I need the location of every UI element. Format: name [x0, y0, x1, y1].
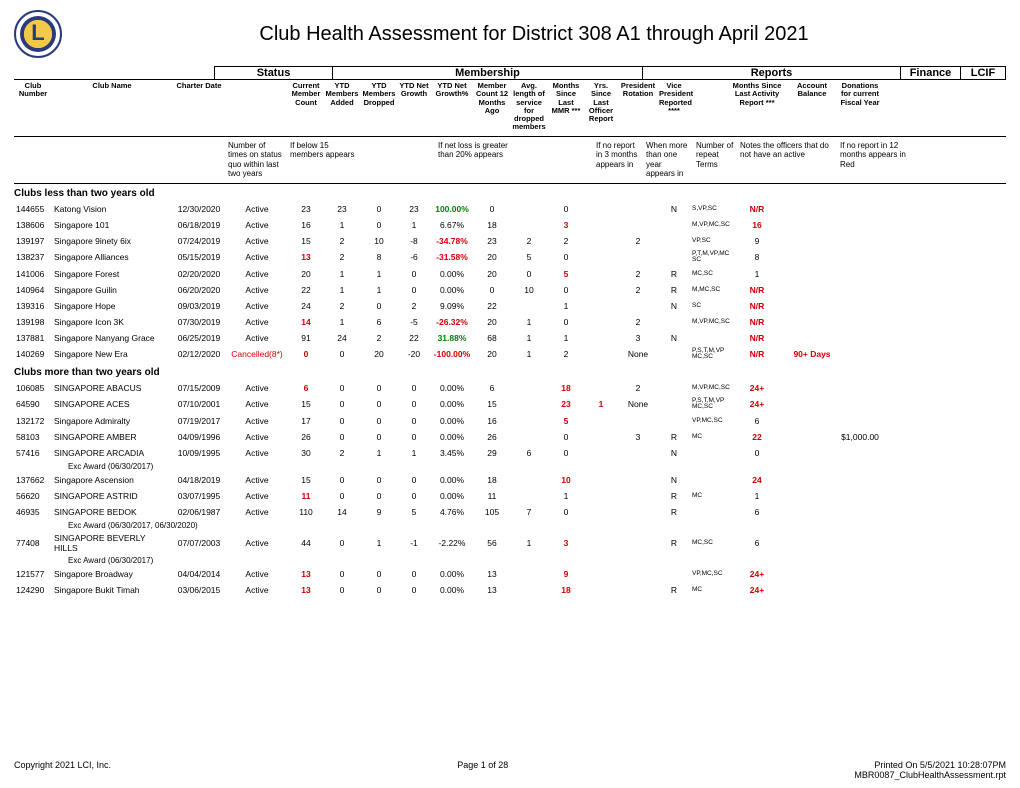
table-row: 139316Singapore Hope09/03/2019Active2420…: [14, 298, 1006, 314]
table-row: 137881Singapore Nanyang Grace06/25/2019A…: [14, 330, 1006, 346]
table-row: 138237Singapore Alliances05/15/2019Activ…: [14, 249, 1006, 266]
footer-printed: Printed On 5/5/2021 10:28:07PM: [854, 760, 1006, 770]
footer-rpt: MBR0087_ClubHealthAssessment.rpt: [854, 770, 1006, 780]
col-dropped: YTD Members Dropped: [360, 82, 398, 132]
table-row: 132172Singapore Admiralty07/19/2017Activ…: [14, 413, 1006, 429]
table-row: 141006Singapore Forest02/20/2020Active20…: [14, 266, 1006, 282]
col-clubnum: Club Number: [14, 82, 52, 132]
section-1-title: Clubs less than two years old: [14, 188, 1006, 199]
note-act: If no report in 12 months appears in Red: [838, 141, 908, 179]
section-2-rows: 106085SINGAPORE ABACUS07/15/2009Active60…: [14, 380, 1006, 598]
col-actrep: Months Since Last Activity Report ***: [726, 82, 788, 132]
exc-award: Exc Award (06/30/2017): [14, 462, 1006, 471]
report-page: Club Health Assessment for District 308 …: [0, 0, 1020, 788]
table-row: 139197Singapore 9inety 6ix07/24/2019Acti…: [14, 233, 1006, 249]
header: Club Health Assessment for District 308 …: [14, 10, 1006, 58]
table-row: 138606Singapore 10106/18/2019Active16101…: [14, 217, 1006, 233]
col-netg: YTD Net Growth: [398, 82, 430, 132]
report-title: Club Health Assessment for District 308 …: [62, 23, 1006, 46]
exc-award: Exc Award (06/30/2017, 06/30/2020): [14, 521, 1006, 530]
group-header-row: Status Membership Reports Finance LCIF: [14, 66, 1006, 80]
table-row: 140269Singapore New Era02/12/2020Cancell…: [14, 346, 1006, 363]
footer-right: Printed On 5/5/2021 10:28:07PM MBR0087_C…: [854, 760, 1006, 780]
col-vprep: Vice President Reported ****: [658, 82, 690, 132]
table-row: 121577Singapore Broadway04/04/2014Active…: [14, 566, 1006, 582]
col-blank1: [690, 82, 726, 132]
group-reports: Reports: [642, 66, 900, 80]
group-blank: [14, 66, 214, 80]
group-status: Status: [214, 66, 332, 80]
section-2-title: Clubs more than two years old: [14, 367, 1006, 378]
col-mmr: Months Since Last MMR ***: [548, 82, 584, 132]
note-mmr: If no report in 3 months appears in: [594, 141, 644, 179]
note-netloss: If net loss is greater than 20% appears: [436, 141, 516, 179]
table-row: 57416SINGAPORE ARCADIA10/09/1995Active30…: [14, 445, 1006, 461]
col-acct: Account Balance: [788, 82, 836, 132]
table-row: 106085SINGAPORE ABACUS07/15/2009Active60…: [14, 380, 1006, 396]
table-row: 140964Singapore Guilin06/20/2020Active22…: [14, 282, 1006, 298]
lions-logo: [14, 10, 62, 58]
group-membership: Membership: [332, 66, 642, 80]
footer: Copyright 2021 LCI, Inc. Page 1 of 28 Pr…: [14, 760, 1006, 780]
table-row: 64590SINGAPORE ACES07/10/2001Active15000…: [14, 396, 1006, 413]
table-row: 46935SINGAPORE BEDOK02/06/1987Active1101…: [14, 504, 1006, 520]
footer-page: Page 1 of 28: [457, 760, 508, 780]
footer-copyright: Copyright 2021 LCI, Inc.: [14, 760, 111, 780]
section-1-rows: 144655Katong Vision12/30/2020Active23230…: [14, 201, 1006, 363]
exc-award: Exc Award (06/30/2017): [14, 556, 1006, 565]
table-row: 139198Singapore Icon 3K07/30/2019Active1…: [14, 314, 1006, 330]
col-clubname: Club Name: [52, 82, 172, 132]
table-row: 124290Singapore Bukit Timah03/06/2015Act…: [14, 582, 1006, 598]
col-count: Current Member Count: [288, 82, 324, 132]
note-vp: Notes the officers that do not have an a…: [738, 141, 838, 179]
col-netgp: YTD Net Growth%: [430, 82, 474, 132]
col-avglen: Avg. length of service for dropped membe…: [510, 82, 548, 132]
column-header-row: Club Number Club Name Charter Date Curre…: [14, 80, 1006, 137]
table-row: 56620SINGAPORE ASTRID03/07/1995Active110…: [14, 488, 1006, 504]
col-lcif: Donations for current Fiscal Year: [836, 82, 884, 132]
note-status: Number of times on status quo within las…: [226, 141, 288, 179]
col-yrsoff: Yrs. Since Last Officer Report: [584, 82, 618, 132]
table-row: 77408SINGAPORE BEVERLY HILLS07/07/2003Ac…: [14, 531, 1006, 555]
notes-row: Number of times on status quo within las…: [14, 137, 1006, 184]
col-added: YTD Members Added: [324, 82, 360, 132]
col-presrot: President Rotation: [618, 82, 658, 132]
table-row: 58103SINGAPORE AMBER04/09/1996Active2600…: [14, 429, 1006, 445]
table-row: 137662Singapore Ascension04/18/2019Activ…: [14, 472, 1006, 488]
group-lcif: LCIF: [960, 66, 1006, 80]
group-finance: Finance: [900, 66, 960, 80]
note-pres: Number of repeat Terms: [694, 141, 738, 179]
note-count: If below 15 members appears: [288, 141, 360, 179]
note-yrs: When more than one year appears in: [644, 141, 694, 179]
col-status-blank: [226, 82, 288, 132]
table-row: 144655Katong Vision12/30/2020Active23230…: [14, 201, 1006, 217]
col-c12: Member Count 12 Months Ago: [474, 82, 510, 132]
col-charter: Charter Date: [172, 82, 226, 132]
